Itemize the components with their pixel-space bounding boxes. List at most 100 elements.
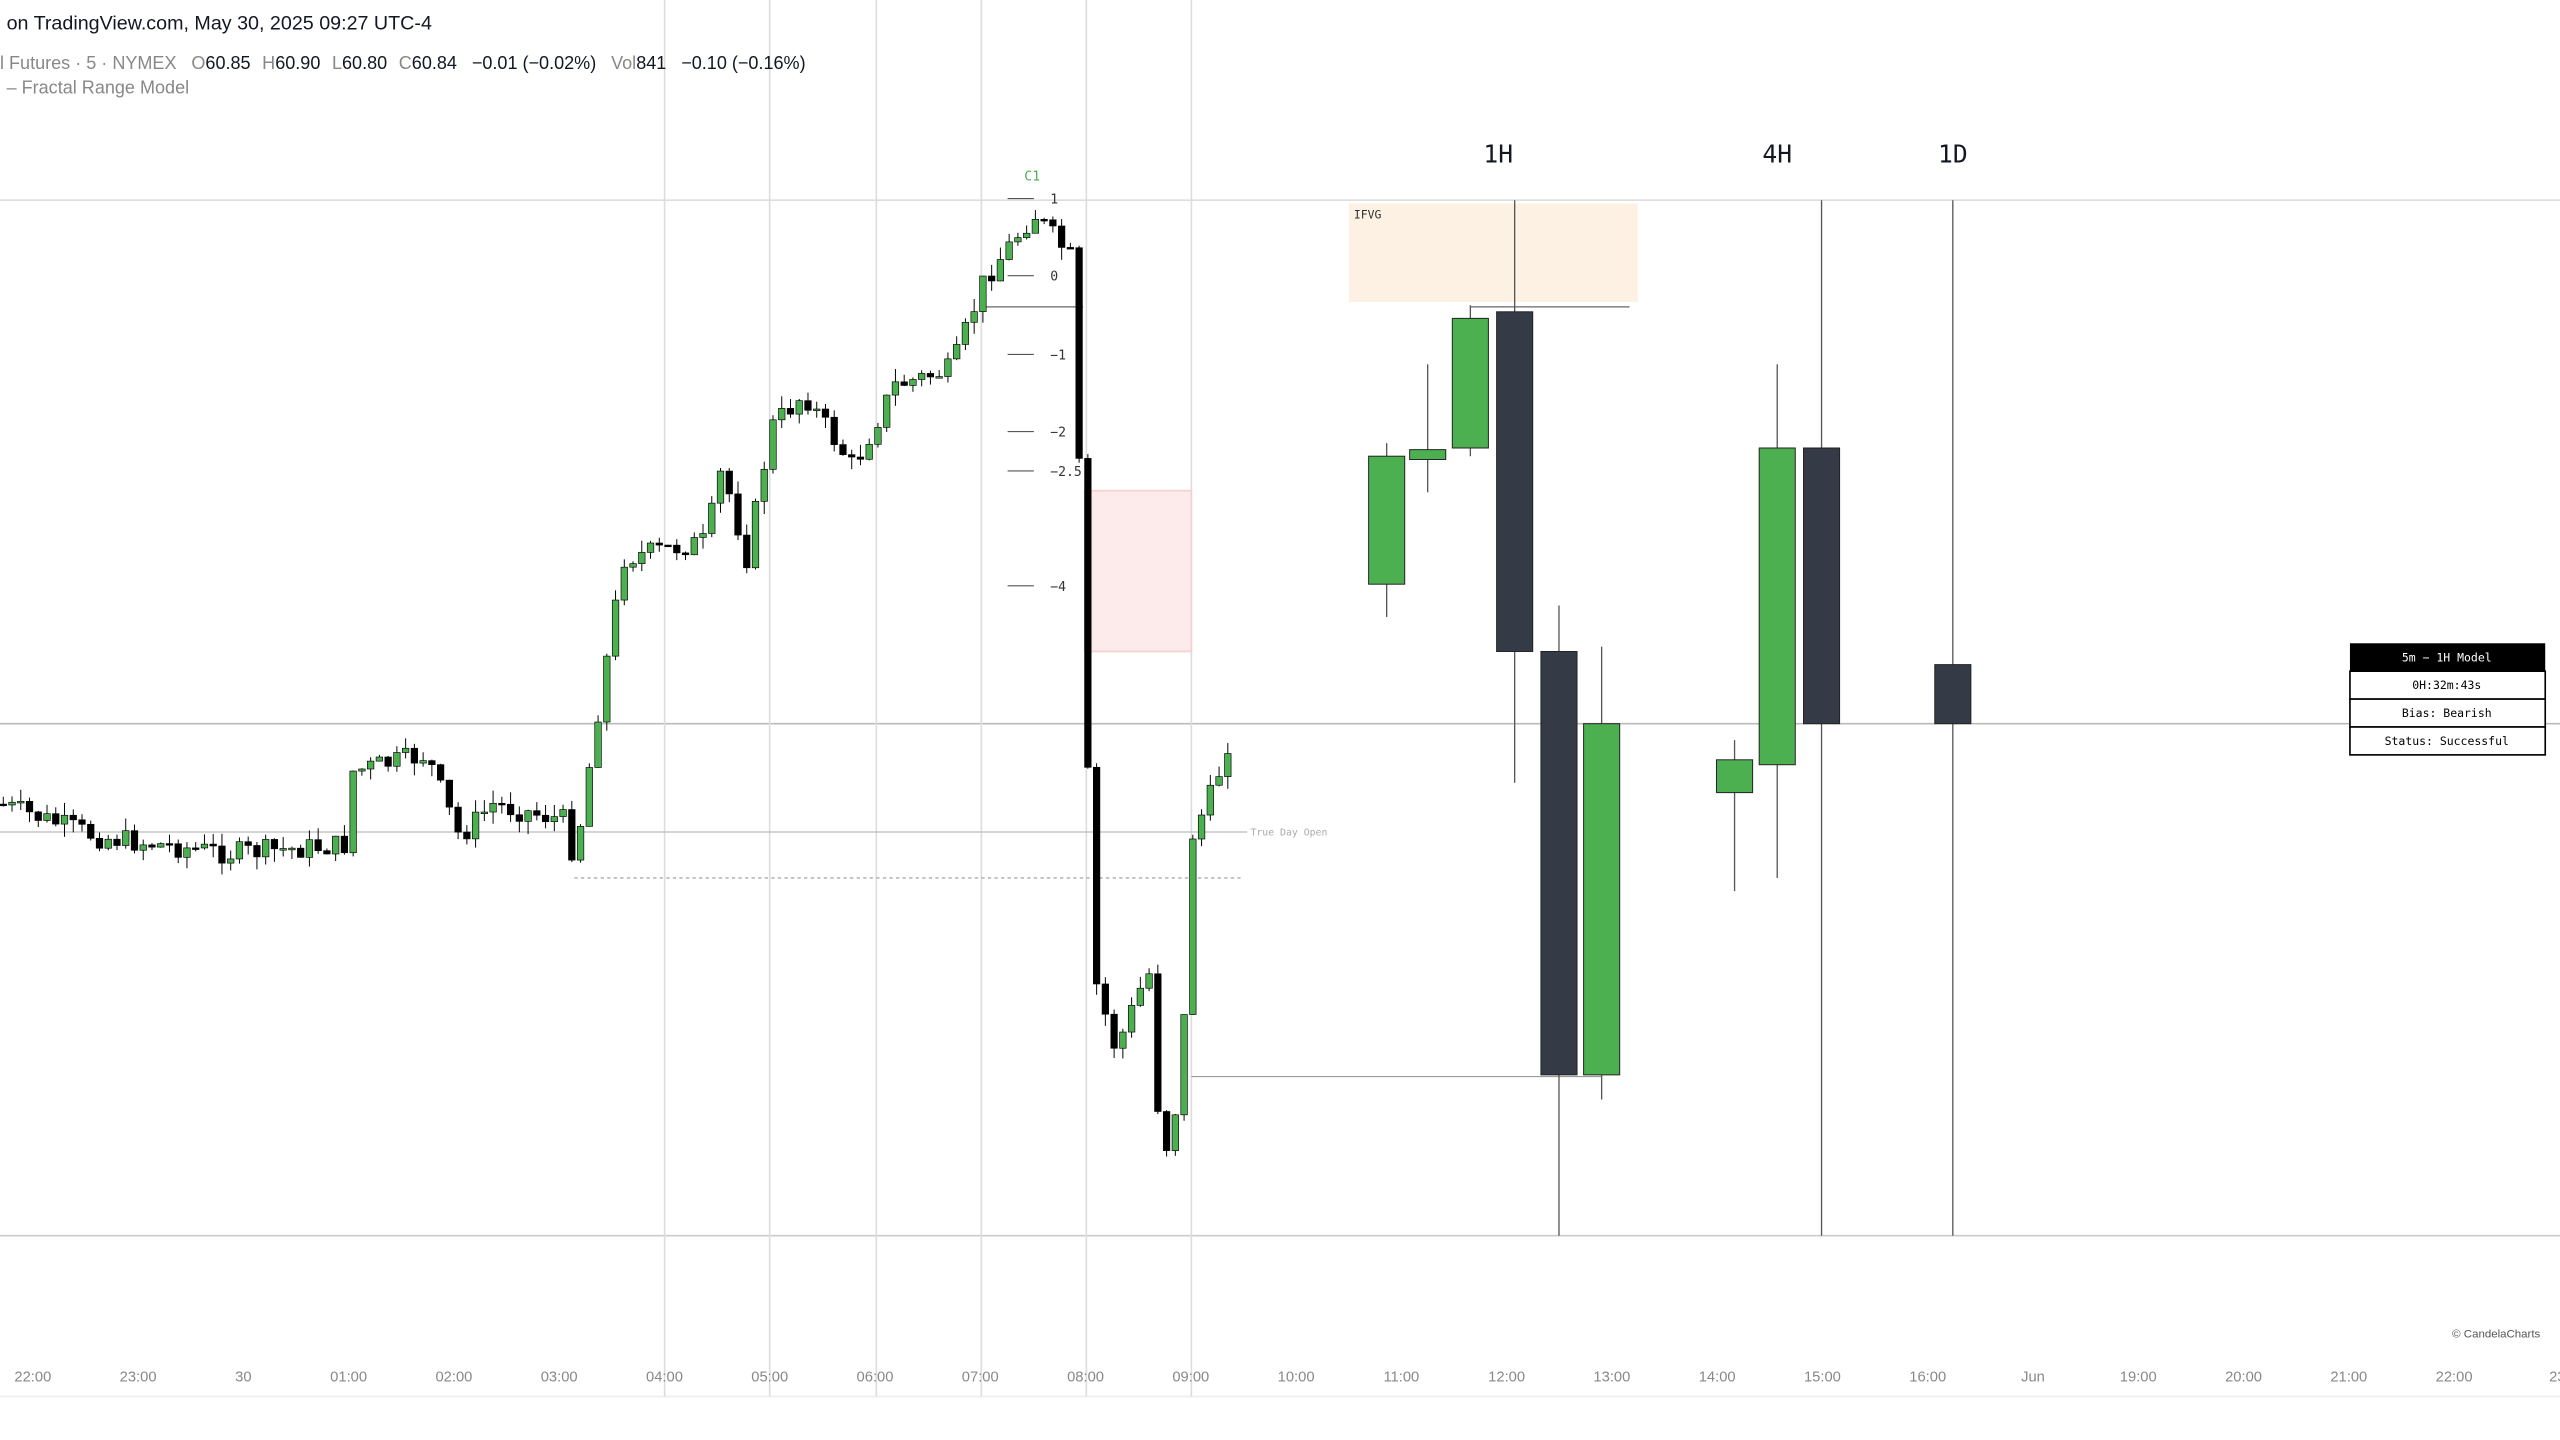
candle-body [174,843,182,858]
candle-body [104,838,112,849]
candle-body [253,845,261,858]
candle-body [297,847,305,858]
value: −0.10 (−0.16%) [681,53,805,73]
candle-body [323,850,331,855]
time-axis: 22:00 23:00 30 01:00 02:00 03:00 04:00 05:00 06:… [14,1370,2560,1386]
candle-body [655,542,663,546]
candle-body [1058,225,1066,248]
value: 60.90 [275,53,320,73]
candle-body [681,552,690,556]
ifvg-zone [1348,203,1638,302]
candle-body [367,760,375,770]
candle-body [157,843,165,848]
candle-body [305,839,314,858]
candle-body [813,408,821,411]
htf-body [1934,664,1972,725]
candle-body [428,760,436,765]
info-row [2349,670,2547,700]
candle-body [1014,237,1022,243]
candle-body [524,810,532,822]
candle-body [900,381,908,386]
candle-body [1197,814,1206,840]
candle-body [944,358,952,377]
ifvg-label: IFVG [1354,207,1382,221]
candle-body [996,259,1005,282]
candle-body [638,552,646,564]
candle-body [1110,1013,1118,1049]
candle-body [620,566,628,601]
candle-body [402,747,410,753]
candle-body [384,756,392,767]
time-tick-label: 09:00 [1172,1370,1209,1386]
candle-body [716,470,725,504]
candle-body [883,394,891,428]
fib-label: −2.5 [1050,465,1082,480]
timeframe-label: 1H [1483,139,1513,168]
candle-body [926,373,935,378]
candle-body [1127,1005,1136,1033]
time-tick-label: 16:00 [1909,1370,1946,1386]
candle-body [0,803,7,807]
candle-body [699,533,707,538]
candle-body [533,810,541,816]
candle-body [340,835,349,854]
candle-body [585,767,593,827]
fib-levels: 1 0 −1 −2 −2.5 −4 [1007,192,1082,595]
candle-body [17,801,25,804]
candle-body [1119,1031,1127,1049]
candle-body [970,311,978,323]
label: H [262,53,275,73]
fib-label: −2 [1050,426,1066,441]
candle-body [165,843,174,846]
candle-body [60,814,69,825]
time-tick-label: 15:00 [1804,1370,1841,1386]
time-tick-label: 11:00 [1383,1370,1419,1386]
value: 841 [636,53,666,73]
candle-body [463,831,471,840]
candle-body [891,381,900,396]
fib-label: −1 [1050,348,1066,363]
candle-body [244,841,252,846]
candle-body [1005,241,1013,260]
candle-body [664,544,672,548]
candle-body [734,493,742,536]
candle-body [568,809,576,861]
candle-body [690,537,698,556]
value: 60.80 [342,53,387,73]
candle-body [821,408,830,418]
info-text: Bias: Bearish [2402,706,2492,720]
candle-body [410,747,418,764]
candle-body [1171,1114,1179,1151]
time-tick-label: 13:00 [1593,1370,1630,1386]
candle-body [279,848,287,851]
value: −0.01 (−0.02%) [472,53,596,73]
time-tick-label: 30 [235,1370,251,1386]
candle-body [629,563,637,568]
candle-body [235,841,244,860]
timeframe-label: 4H [1762,139,1792,168]
time-tick-label: 03:00 [541,1370,578,1386]
candle-body [1075,247,1083,459]
candle-body [559,809,567,817]
htf-body [1540,650,1578,1076]
candle-body [227,858,235,864]
candle-body [113,838,121,846]
candle-body [419,760,427,764]
info-title: 5m − 1H Model [2402,650,2492,664]
candle-body [1162,1111,1171,1151]
candle-body [725,470,733,495]
candle-body [454,806,462,833]
candle-body [1180,1014,1188,1116]
candle-body [848,454,856,458]
candle-body [751,501,760,569]
candle-body [192,847,200,850]
candle-body [576,825,585,861]
candle-body [498,802,506,806]
candle-body [332,835,340,855]
timeframe-label: 1D [1938,139,1968,168]
time-tick-label: 07:00 [962,1370,999,1386]
candle-body [130,830,139,851]
time-tick-label: 19:00 [2120,1370,2157,1386]
time-tick-label: 22:00 [2436,1370,2473,1386]
candle-body [760,469,768,502]
